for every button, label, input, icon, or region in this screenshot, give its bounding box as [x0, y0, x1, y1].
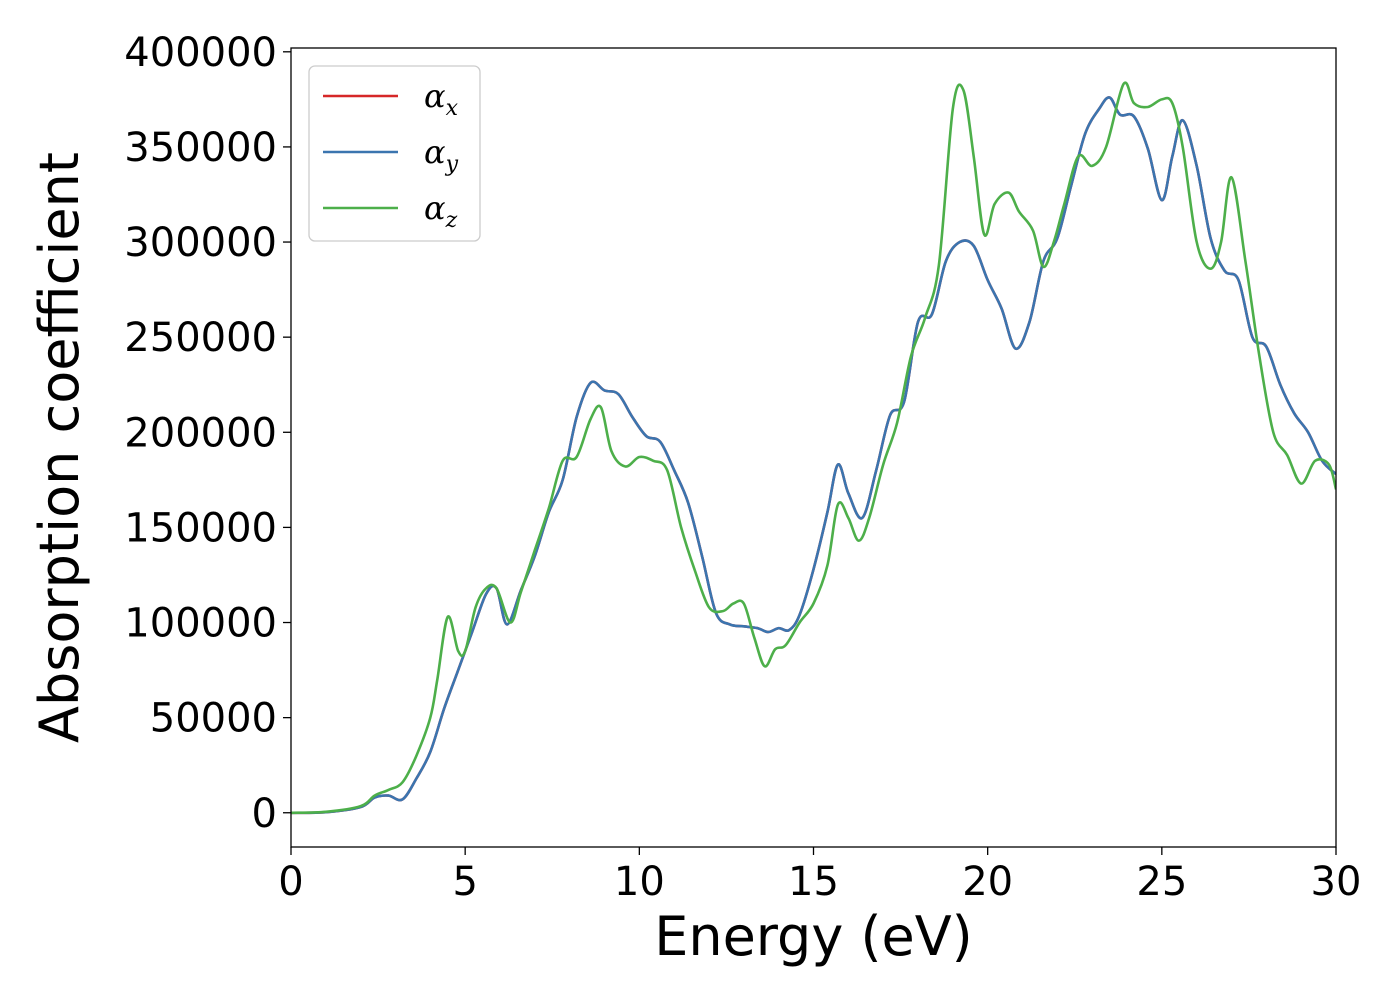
- x-tick-label: 15: [788, 859, 839, 905]
- y-tick-label: 350000: [124, 125, 277, 171]
- series-line-alpha-y: [291, 96, 1336, 815]
- x-tick-label: 30: [1311, 859, 1362, 905]
- y-tick-label: 300000: [124, 220, 277, 266]
- series-line-alpha-z: [291, 81, 1336, 815]
- x-tick-label: 5: [452, 859, 477, 905]
- series-layer: [291, 81, 1336, 815]
- x-tick-label: 25: [1136, 859, 1187, 905]
- y-tick-label: 150000: [124, 505, 277, 551]
- x-tick-label: 20: [962, 859, 1013, 905]
- y-tick-label: 100000: [124, 601, 277, 647]
- y-tick-label: 0: [252, 791, 277, 837]
- x-axis-label: Energy (eV): [654, 905, 973, 968]
- x-tick-label: 10: [614, 859, 665, 905]
- x-tick-label: 0: [278, 859, 303, 905]
- y-tick-label: 400000: [124, 30, 277, 76]
- legend-box: [308, 65, 481, 242]
- y-tick-label: 50000: [150, 696, 277, 742]
- y-axis-ticks: 0 50000 100000 150000 200000 250000 300000 3500…: [124, 30, 291, 837]
- y-tick-label: 200000: [124, 410, 277, 456]
- y-tick-label: 250000: [124, 315, 277, 361]
- x-axis-ticks: 0 5 10 15 20 25 30: [278, 847, 1361, 905]
- y-axis-label: Absorption coefficient: [28, 152, 91, 743]
